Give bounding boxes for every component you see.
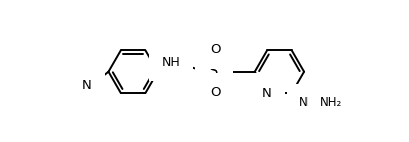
- Text: S: S: [209, 64, 218, 79]
- Text: N: N: [82, 79, 92, 92]
- Text: O: O: [210, 86, 220, 99]
- Text: N: N: [262, 86, 271, 100]
- Text: O: O: [210, 43, 220, 56]
- Text: NH₂: NH₂: [319, 96, 341, 109]
- Text: NH: NH: [299, 96, 316, 109]
- Text: NH: NH: [161, 56, 180, 69]
